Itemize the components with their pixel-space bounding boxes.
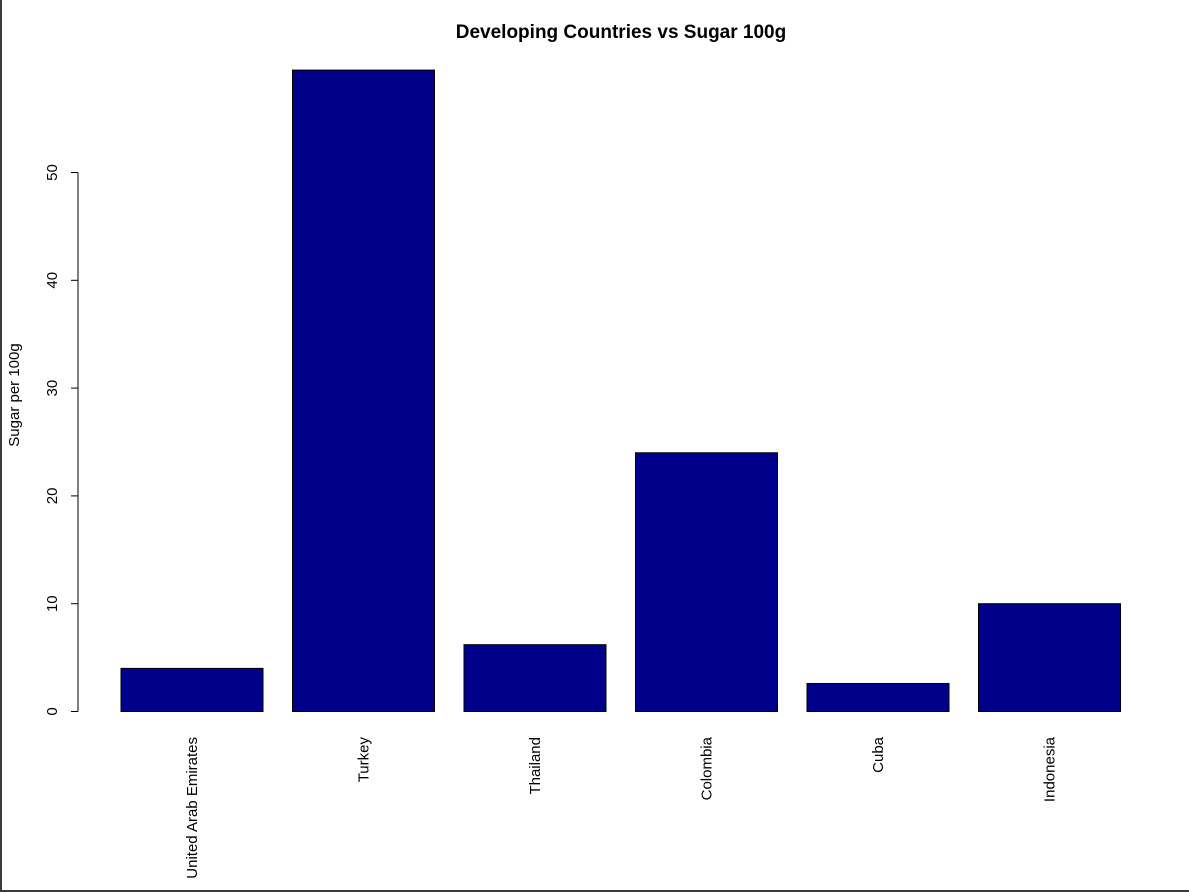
bar xyxy=(120,667,264,713)
y-axis-label: Sugar per 100g xyxy=(6,343,23,446)
y-tick-label: 30 xyxy=(44,380,61,397)
x-category-label: Cuba xyxy=(870,736,887,773)
x-category-label: Thailand xyxy=(527,737,544,795)
bars-group xyxy=(120,69,1121,713)
y-tick-label: 10 xyxy=(44,595,61,612)
x-category-label: Colombia xyxy=(699,736,716,800)
y-tick-label: 20 xyxy=(44,488,61,505)
bar xyxy=(463,644,607,712)
x-category-label: United Arab Emirates xyxy=(184,737,201,879)
y-axis: 0 10 20 30 40 50 xyxy=(44,164,79,716)
bar xyxy=(978,603,1121,713)
bar xyxy=(635,452,778,712)
y-tick-label: 50 xyxy=(44,164,61,181)
bar xyxy=(292,69,435,712)
y-tick-label: 40 xyxy=(44,272,61,289)
bar xyxy=(806,682,950,712)
y-tick-label: 0 xyxy=(44,707,61,715)
chart-title: Developing Countries vs Sugar 100g xyxy=(456,22,786,43)
x-category-label: Indonesia xyxy=(1042,736,1059,802)
x-category-label: Turkey xyxy=(356,737,373,783)
x-axis-labels: United Arab Emirates Turkey Thailand Colomb… xyxy=(184,736,1059,878)
